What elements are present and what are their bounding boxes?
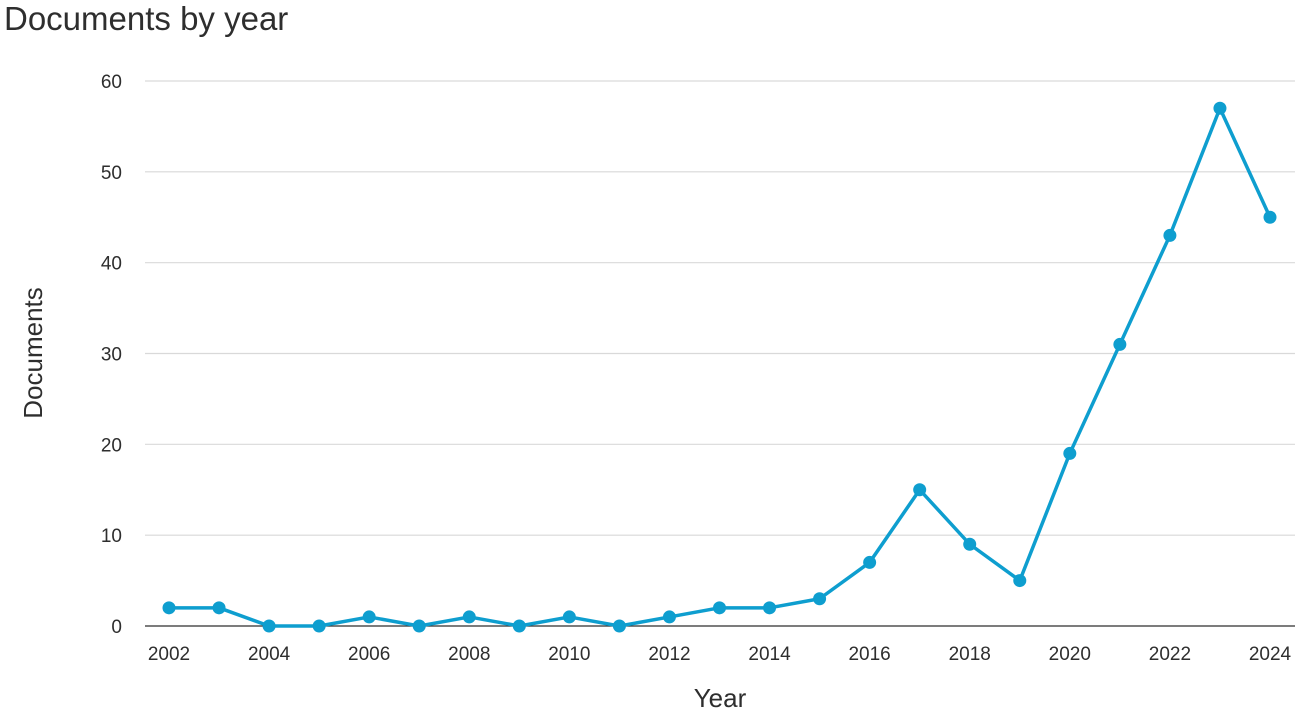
y-tick-label: 60 bbox=[101, 72, 122, 93]
data-point bbox=[1213, 101, 1227, 115]
y-tick-label: 20 bbox=[101, 435, 122, 456]
data-point bbox=[562, 610, 576, 624]
data-point bbox=[512, 619, 526, 633]
data-point bbox=[1013, 574, 1027, 588]
data-point bbox=[162, 601, 176, 615]
data-point bbox=[362, 610, 376, 624]
data-point bbox=[212, 601, 226, 615]
series-documents bbox=[162, 101, 1277, 633]
data-point bbox=[662, 610, 676, 624]
x-tick-label: 2018 bbox=[949, 644, 991, 665]
data-point bbox=[963, 537, 977, 551]
y-tick-label: 30 bbox=[101, 345, 122, 366]
x-axis-ticks: 2002 2004 2006 2008 2010 2012 2014 2016 2018 2020… bbox=[148, 644, 1292, 665]
x-tick-label: 2012 bbox=[648, 644, 690, 665]
y-tick-label: 10 bbox=[101, 526, 122, 547]
data-point bbox=[1263, 210, 1277, 224]
x-tick-label: 2008 bbox=[448, 644, 490, 665]
data-point bbox=[913, 483, 927, 497]
data-point bbox=[1063, 446, 1077, 460]
data-point bbox=[262, 619, 276, 633]
data-point bbox=[813, 592, 827, 606]
x-tick-label: 2010 bbox=[548, 644, 590, 665]
data-point bbox=[412, 619, 426, 633]
x-tick-label: 2022 bbox=[1149, 644, 1191, 665]
y-tick-label: 40 bbox=[101, 254, 122, 275]
x-axis-label: Year bbox=[694, 683, 747, 712]
data-point bbox=[612, 619, 626, 633]
data-point bbox=[312, 619, 326, 633]
gridlines bbox=[145, 80, 1295, 536]
x-tick-label: 2006 bbox=[348, 644, 390, 665]
x-tick-label: 2024 bbox=[1249, 644, 1292, 665]
data-point bbox=[713, 601, 726, 615]
x-tick-label: 2014 bbox=[748, 644, 791, 665]
data-point bbox=[763, 601, 777, 615]
y-axis-ticks: 0 10 20 30 40 50 60 bbox=[101, 72, 122, 638]
x-tick-label: 2020 bbox=[1049, 644, 1091, 665]
x-tick-label: 2016 bbox=[848, 644, 890, 665]
data-point bbox=[1113, 337, 1127, 351]
data-point bbox=[863, 555, 877, 569]
data-point bbox=[462, 610, 476, 624]
data-point bbox=[1163, 228, 1177, 242]
x-tick-label: 2002 bbox=[148, 644, 190, 665]
y-axis-label: Documents bbox=[18, 287, 48, 419]
chart-title: Documents by year bbox=[4, 0, 289, 37]
series-line bbox=[167, 106, 1272, 628]
x-tick-label: 2004 bbox=[248, 644, 291, 665]
y-tick-label: 50 bbox=[101, 163, 122, 184]
y-tick-label: 0 bbox=[111, 617, 122, 638]
